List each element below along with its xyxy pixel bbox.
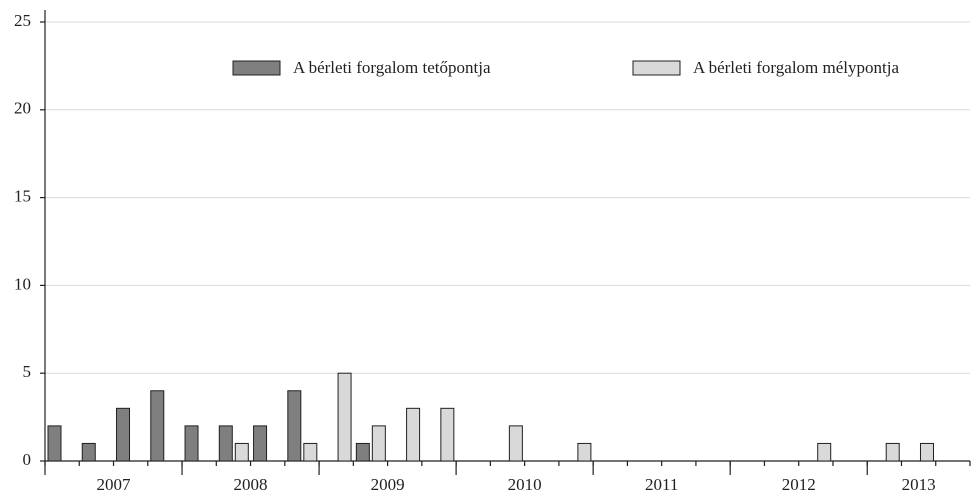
- bar: [885, 442, 900, 462]
- legend-label: A bérleti forgalom tetőpontja: [293, 58, 491, 77]
- bar: [116, 407, 131, 462]
- x-group-label: 2008: [234, 475, 268, 494]
- bar: [577, 442, 592, 462]
- x-group-label: 2007: [97, 475, 132, 494]
- bar: [371, 425, 386, 462]
- bar: [47, 425, 62, 462]
- bar: [150, 390, 165, 462]
- bar: [406, 407, 421, 462]
- bar: [508, 425, 523, 462]
- x-group-label: 2011: [645, 475, 678, 494]
- x-group-label: 2012: [782, 475, 816, 494]
- x-group-label: 2010: [508, 475, 542, 494]
- bar: [287, 390, 302, 462]
- y-tick-label: 25: [14, 11, 31, 30]
- bar: [919, 442, 934, 462]
- x-group-label: 2013: [902, 475, 936, 494]
- legend-label: A bérleti forgalom mélypontja: [693, 58, 899, 77]
- bar: [355, 442, 370, 462]
- bar: [440, 407, 455, 462]
- bar: [337, 372, 352, 462]
- x-group-label: 2009: [371, 475, 405, 494]
- y-tick-label: 0: [23, 450, 32, 469]
- bar: [81, 442, 96, 462]
- bar: [253, 425, 268, 462]
- y-tick-label: 5: [23, 362, 32, 381]
- y-tick-label: 15: [14, 187, 31, 206]
- bar: [303, 442, 318, 462]
- legend-swatch: [232, 60, 281, 76]
- bar: [218, 425, 233, 462]
- bar: [817, 442, 832, 462]
- y-tick-label: 20: [14, 99, 31, 118]
- y-tick-label: 10: [14, 274, 31, 293]
- bar: [234, 442, 249, 462]
- legend-swatch: [632, 60, 681, 76]
- bar: [184, 425, 199, 462]
